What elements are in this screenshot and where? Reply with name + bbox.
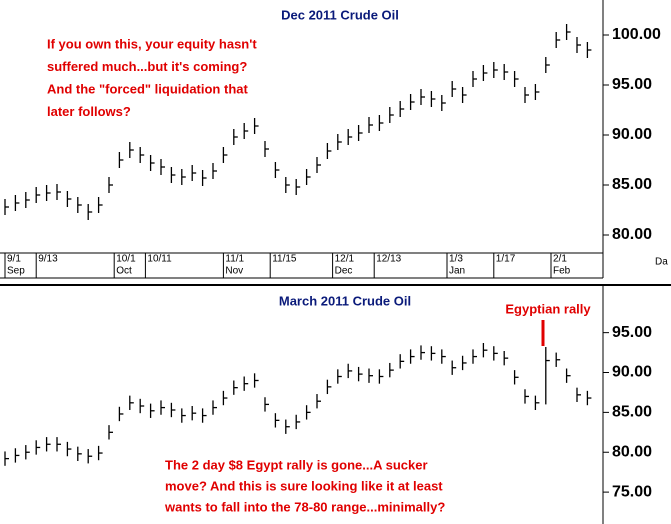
y-tick-label: 100.00 [612,26,661,43]
y-tick-label: 90.00 [612,364,652,381]
x-axis-label: Da [655,257,668,268]
x-tick-label: 11/15 [272,254,297,265]
y-tick-label: 95.00 [612,76,652,93]
annotation: suffered much...but it's coming? [47,59,247,74]
x-tick-label: 1/17 [496,254,516,265]
y-tick-label: 95.00 [612,324,652,341]
x-tick-label: 9/13 [38,254,58,265]
annotation: wants to fall into the 78-80 range...min… [164,499,445,514]
x-tick-label: 10/11 [147,254,172,265]
x-tick-label: 10/1 [116,254,136,265]
y-tick-label: 80.00 [612,443,652,460]
y-tick-label: 85.00 [612,404,652,421]
y-tick-label: 80.00 [612,226,652,243]
x-tick-label: 2/1 [553,254,567,265]
month-label: Dec [335,266,353,277]
annotation: The 2 day $8 Egypt rally is gone...A suc… [165,457,428,472]
annotation: later follows? [47,104,131,119]
y-tick-label: 75.00 [612,483,652,500]
x-tick-label: 12/1 [335,254,355,265]
y-tick-label: 90.00 [612,126,652,143]
x-tick-label: 12/13 [376,254,401,265]
x-tick-label: 1/3 [449,254,463,265]
annotation: And the "forced" liquidation that [47,81,248,96]
chart-title: Dec 2011 Crude Oil [281,7,399,22]
month-label: Sep [7,266,25,277]
callout-label: Egyptian rally [505,301,591,316]
chart-title: March 2011 Crude Oil [279,293,411,308]
y-tick-label: 85.00 [612,176,652,193]
month-label: Jan [449,266,465,277]
month-label: Nov [225,266,243,277]
month-label: Oct [116,266,132,277]
x-tick-label: 9/1 [7,254,21,265]
month-label: Feb [553,266,571,277]
annotation: If you own this, your equity hasn't [47,36,257,51]
annotation: move? And this is sure looking like it a… [165,478,443,493]
x-tick-label: 11/1 [225,254,244,265]
